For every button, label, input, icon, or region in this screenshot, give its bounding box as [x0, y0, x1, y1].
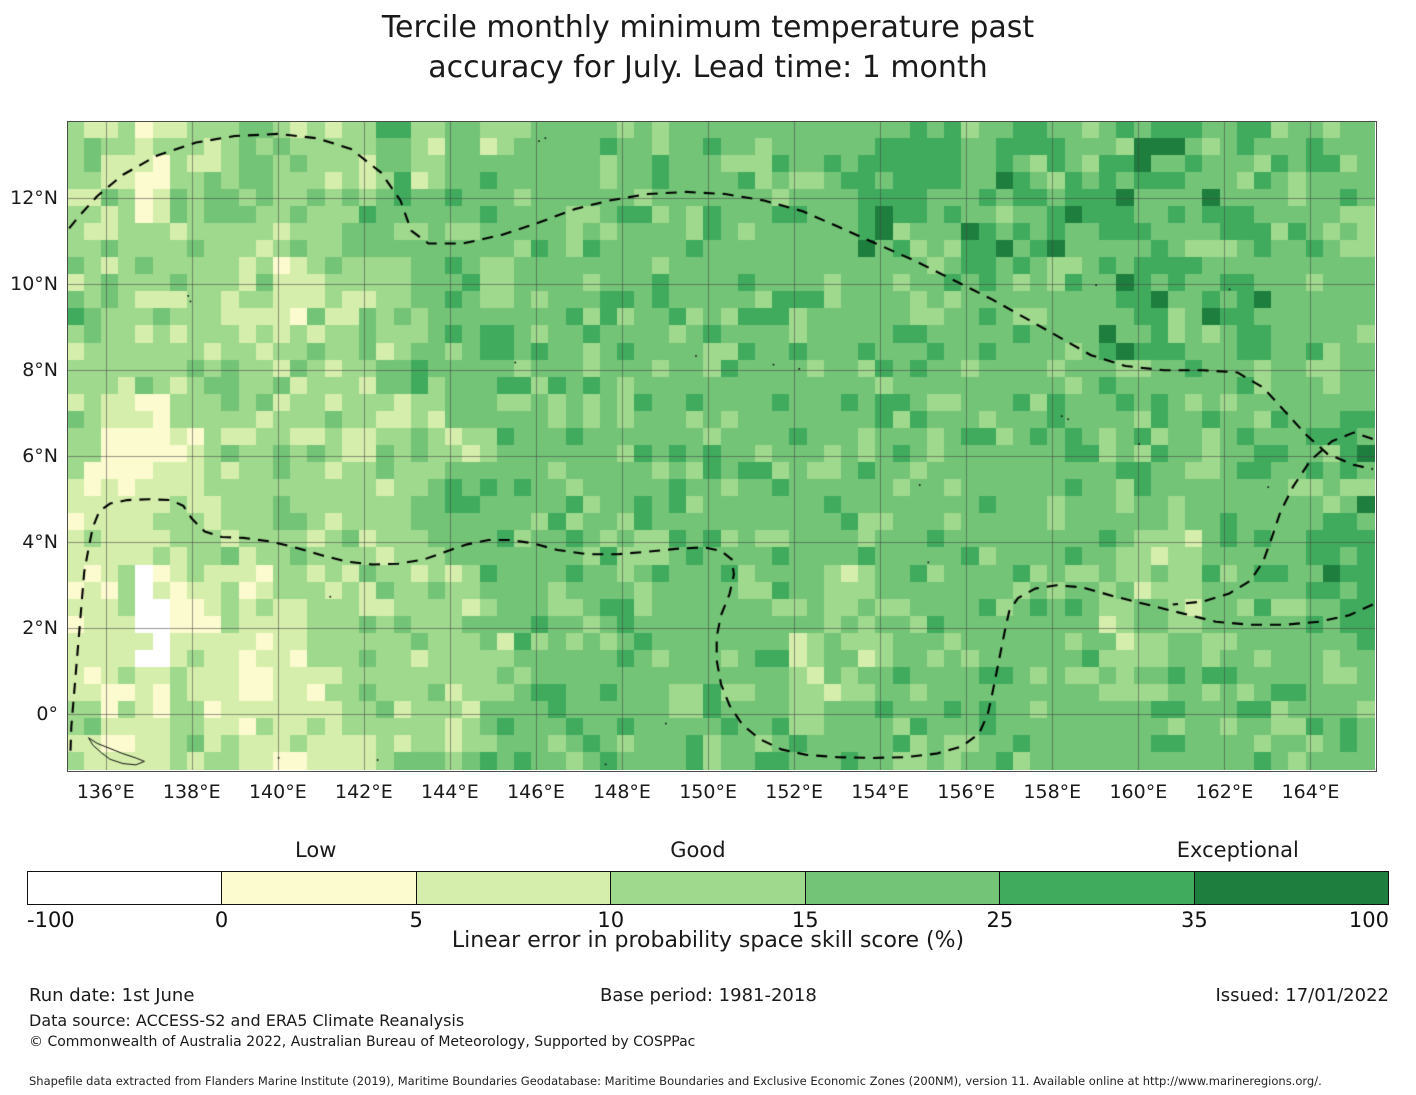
latitude-axis: 12°N 10°N 8°N 6°N 4°N 2°N 0°: [0, 121, 58, 770]
colorbar: [27, 871, 1389, 905]
latitude-tick-label: 12°N: [10, 187, 58, 210]
latitude-tick-label: 4°N: [22, 531, 58, 554]
longitude-tick-label: 156°E: [937, 781, 996, 803]
page-title: Tercile monthly minimum temperature past…: [381, 10, 1035, 85]
colorbar-segment-1: [222, 872, 417, 904]
longitude-tick-label: 148°E: [593, 781, 651, 803]
colorbar-tick-label: -100: [27, 908, 75, 932]
latitude-tick-label: 0°: [36, 703, 58, 726]
colorbar-tick-label: 0: [214, 908, 229, 932]
footer: Run date: 1st June Base period: 1981-201…: [0, 985, 1416, 1095]
colorbar-segment-4: [805, 872, 1001, 904]
longitude-tick-label: 138°E: [162, 781, 221, 803]
latitude-tick-label: 6°N: [22, 445, 58, 468]
longitude-tick-label: 160°E: [1109, 781, 1168, 803]
colorbar-segment-6: [1194, 872, 1388, 904]
colorbar-category-label: Exceptional: [1176, 838, 1299, 862]
map-plot-area: [67, 121, 1375, 770]
longitude-tick-label: 136°E: [76, 781, 135, 803]
footer-copyright: © Commonwealth of Australia 2022, Austra…: [29, 1034, 696, 1050]
skill-score-heatmap: [67, 121, 1375, 770]
colorbar-segment-3: [611, 872, 806, 904]
longitude-tick-label: 158°E: [1023, 781, 1082, 803]
longitude-tick-label: 162°E: [1195, 781, 1254, 803]
colorbar-category-label: Good: [670, 838, 726, 862]
colorbar-segment-5: [1000, 872, 1195, 904]
latitude-tick-label: 2°N: [22, 617, 58, 640]
colorbar-axis-label: Linear error in probability space skill …: [451, 928, 965, 953]
longitude-tick-label: 154°E: [851, 781, 910, 803]
longitude-tick-label: 164°E: [1281, 781, 1340, 803]
longitude-tick-label: 144°E: [421, 781, 479, 803]
footer-run-date: Run date: 1st June: [29, 985, 195, 1006]
colorbar-tick-label: 10: [597, 908, 625, 932]
colorbar-tick-label: 100: [1348, 908, 1389, 932]
colorbar-category-labels: Low Good Exceptional: [0, 838, 1416, 948]
longitude-tick-label: 140°E: [248, 781, 307, 803]
footer-issued-date: Issued: 17/01/2022: [1215, 985, 1389, 1006]
colorbar-category-label: Low: [295, 838, 337, 862]
latitude-tick-label: 10°N: [10, 273, 58, 296]
colorbar-tick-label: 15: [791, 908, 819, 932]
footer-data-source: Data source: ACCESS-S2 and ERA5 Climate …: [29, 1011, 465, 1030]
footer-shapefile-note: Shapefile data extracted from Flanders M…: [29, 1074, 1322, 1088]
longitude-axis: 136°E 138°E 140°E 142°E 144°E 146°E 148°E 150°E…: [0, 781, 1416, 809]
colorbar-tick-label: 35: [1181, 908, 1208, 932]
colorbar-segment-0: [28, 872, 223, 904]
longitude-tick-label: 146°E: [507, 781, 565, 803]
longitude-tick-label: 142°E: [334, 781, 393, 803]
colorbar-tick-label: 25: [986, 908, 1014, 932]
latitude-tick-label: 8°N: [22, 359, 58, 382]
colorbar-tick-label: 5: [409, 908, 423, 932]
footer-base-period: Base period: 1981-2018: [600, 985, 817, 1006]
longitude-tick-label: 150°E: [679, 781, 737, 803]
colorbar-segment-2: [416, 872, 612, 904]
longitude-tick-label: 152°E: [765, 781, 824, 803]
